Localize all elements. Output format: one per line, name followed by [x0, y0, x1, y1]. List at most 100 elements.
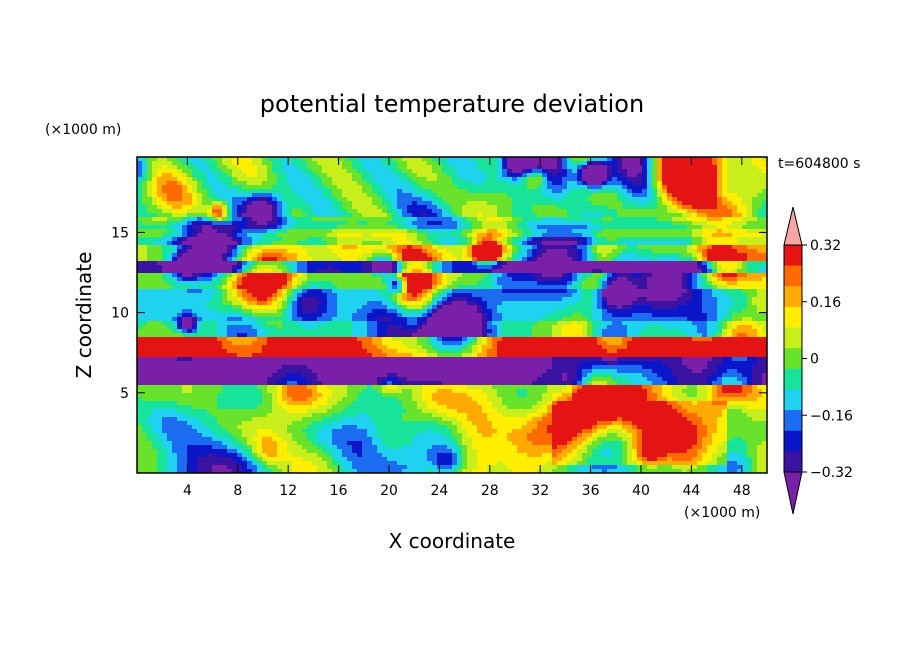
contour-cell — [747, 209, 753, 214]
contour-cell — [737, 177, 743, 182]
contour-cell — [347, 213, 353, 218]
contour-cell — [742, 181, 748, 186]
contour-cell — [477, 173, 483, 178]
contour-cell — [182, 185, 188, 190]
contour-cell — [607, 309, 613, 314]
contour-cell — [202, 249, 208, 254]
contour-cell — [377, 265, 383, 270]
contour-cell — [547, 185, 553, 190]
contour-cell — [177, 169, 183, 174]
contour-cell — [722, 277, 728, 282]
contour-cell — [447, 185, 453, 190]
contour-cell — [582, 213, 588, 218]
contour-cell — [677, 265, 683, 270]
contour-cell — [577, 221, 583, 226]
contour-cell — [232, 237, 238, 242]
contour-cell — [532, 261, 538, 266]
contour-cell — [272, 177, 278, 182]
contour-cell — [517, 289, 523, 294]
contour-cell — [742, 237, 748, 242]
contour-cell — [372, 245, 378, 250]
contour-cell — [352, 233, 358, 238]
contour-cell — [322, 305, 328, 310]
contour-cell — [597, 273, 603, 278]
contour-cell — [647, 309, 653, 314]
contour-cell — [577, 225, 583, 230]
contour-cell — [562, 245, 568, 250]
contour-cell — [432, 225, 438, 230]
contour-cell — [272, 225, 278, 230]
contour-cell — [547, 249, 553, 254]
contour-cell — [692, 285, 698, 290]
contour-cell — [652, 237, 658, 242]
contour-cell — [292, 205, 298, 210]
contour-cell — [372, 289, 378, 294]
contour-cell — [577, 193, 583, 198]
contour-cell — [337, 229, 343, 234]
contour-cell — [232, 213, 238, 218]
contour-cell — [357, 161, 363, 166]
contour-cell — [427, 277, 433, 282]
contour-cell — [697, 201, 703, 206]
contour-cell — [362, 241, 368, 246]
contour-cell — [512, 173, 518, 178]
contour-cell — [392, 313, 398, 318]
contour-cell — [707, 217, 713, 222]
contour-cell — [707, 229, 713, 234]
contour-cell — [627, 201, 633, 206]
contour-cell — [652, 257, 658, 262]
contour-cell — [192, 185, 198, 190]
contour-cell — [542, 177, 548, 182]
contour-cell — [142, 181, 148, 186]
contour-cell — [267, 209, 273, 214]
contour-cell — [272, 273, 278, 278]
contour-cell — [647, 265, 653, 270]
contour-cell — [712, 217, 718, 222]
contour-cell — [612, 221, 618, 226]
contour-cell — [217, 269, 223, 274]
contour-cell — [472, 217, 478, 222]
contour-cell — [717, 257, 723, 262]
contour-cell — [492, 217, 498, 222]
contour-cell — [477, 281, 483, 286]
contour-cell — [512, 249, 518, 254]
contour-cell — [527, 189, 533, 194]
contour-cell — [667, 173, 673, 178]
contour-cell — [672, 205, 678, 210]
contour-cell — [622, 269, 628, 274]
contour-cell — [742, 261, 748, 266]
contour-cell — [432, 269, 438, 274]
contour-cell — [292, 157, 298, 162]
contour-cell — [417, 189, 423, 194]
contour-cell — [692, 277, 698, 282]
contour-cell — [272, 289, 278, 294]
contour-cell — [427, 157, 433, 162]
contour-cell — [647, 277, 653, 282]
contour-cell — [377, 213, 383, 218]
contour-cell — [687, 257, 693, 262]
contour-cell — [692, 209, 698, 214]
contour-cell — [562, 257, 568, 262]
contour-cell — [737, 193, 743, 198]
contour-cell — [732, 225, 738, 230]
contour-cell — [637, 169, 643, 174]
contour-cell — [702, 265, 708, 270]
contour-cell — [292, 217, 298, 222]
contour-cell — [442, 173, 448, 178]
contour-cell — [242, 221, 248, 226]
contour-cell — [637, 241, 643, 246]
contour-cell — [612, 173, 618, 178]
contour-cell — [282, 161, 288, 166]
contour-cell — [272, 165, 278, 170]
contour-cell — [262, 233, 268, 238]
contour-cell — [367, 173, 373, 178]
contour-cell — [752, 193, 758, 198]
contour-cell — [522, 229, 528, 234]
contour-cell — [607, 285, 613, 290]
contour-cell — [552, 305, 558, 310]
contour-cell — [207, 253, 213, 258]
contour-cell — [542, 241, 548, 246]
contour-cell — [722, 185, 728, 190]
contour-cell — [637, 253, 643, 258]
contour-cell — [332, 301, 338, 306]
